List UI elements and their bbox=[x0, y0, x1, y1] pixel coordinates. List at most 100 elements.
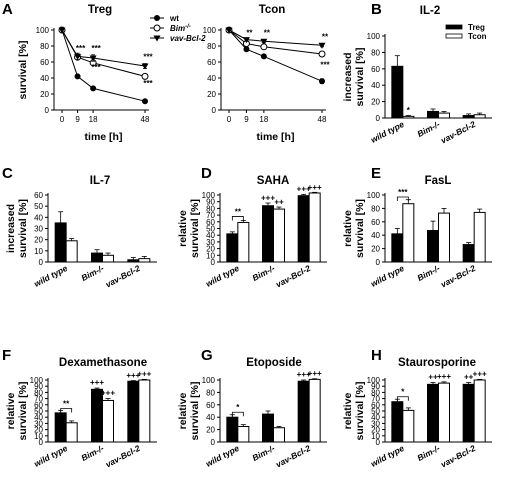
significance-label: +++ bbox=[126, 371, 140, 380]
y-axis-label: survival [%] bbox=[354, 199, 366, 258]
y-tick-label: 10 bbox=[371, 432, 380, 441]
bar bbox=[102, 399, 114, 443]
y-tick-label: 0 bbox=[212, 106, 217, 115]
y-axis-label: relative bbox=[5, 392, 17, 429]
bar bbox=[54, 222, 67, 263]
bar bbox=[262, 205, 274, 263]
data-point bbox=[142, 98, 148, 105]
y-tick-label: 20 bbox=[206, 426, 215, 435]
series-line bbox=[61, 29, 146, 67]
y-tick-label: 40 bbox=[371, 231, 380, 240]
bar bbox=[127, 259, 140, 263]
chart-panel-e: E FasL 0 20 40 60 80 100 relative survival [%]wil… bbox=[342, 165, 492, 290]
y-tick-label: 40 bbox=[206, 413, 215, 422]
y-tick-label: 60 bbox=[40, 58, 49, 67]
significance-label: ** bbox=[246, 29, 253, 38]
bar bbox=[138, 379, 151, 443]
y-tick-label: 80 bbox=[206, 388, 215, 397]
significance-label: +++ bbox=[437, 372, 451, 381]
bar bbox=[65, 422, 78, 443]
data-point bbox=[90, 85, 97, 92]
y-tick-label: 20 bbox=[34, 426, 43, 435]
y-tick-label: 80 bbox=[206, 204, 215, 213]
category-label: vav-Bcl-2 bbox=[439, 443, 477, 470]
chart-title: SAHA bbox=[257, 175, 290, 187]
x-tick-label: 9 bbox=[244, 115, 249, 124]
category-label: wild type bbox=[369, 119, 406, 145]
y-tick-label: 20 bbox=[34, 236, 43, 245]
y-tick-label: 60 bbox=[207, 58, 216, 67]
y-tick-label: 20 bbox=[206, 245, 215, 254]
significance-bracket bbox=[231, 216, 244, 221]
series-line bbox=[61, 29, 146, 102]
panel-label: C bbox=[2, 165, 13, 182]
category-label: vav-Bcl-2 bbox=[104, 263, 142, 290]
y-axis-label: relative bbox=[177, 392, 189, 429]
y-tick-label: 100 bbox=[202, 376, 216, 385]
bar bbox=[262, 413, 274, 443]
data-point bbox=[318, 50, 326, 58]
y-tick-label: 100 bbox=[36, 26, 50, 35]
bar bbox=[462, 383, 475, 443]
bar bbox=[402, 409, 415, 443]
series-line bbox=[61, 29, 146, 77]
y-tick-label: 30 bbox=[206, 238, 215, 247]
y-tick-label: 40 bbox=[34, 213, 43, 222]
y-tick-label: 40 bbox=[207, 74, 216, 83]
significance-label: +++ bbox=[101, 389, 115, 398]
y-axis-label: increased bbox=[5, 204, 17, 253]
data-point bbox=[153, 35, 161, 42]
category-label: Bim-/- bbox=[415, 119, 441, 139]
bar bbox=[402, 203, 415, 263]
significance-label: * bbox=[236, 403, 240, 412]
y-tick-label: 20 bbox=[371, 245, 380, 254]
significance-label: *** bbox=[398, 188, 408, 197]
data-point bbox=[89, 55, 97, 62]
significance-label: *** bbox=[91, 44, 101, 53]
category-label: wild type bbox=[204, 263, 241, 289]
bar bbox=[138, 258, 151, 263]
series-line bbox=[228, 29, 323, 55]
panel-label: B bbox=[371, 1, 382, 18]
y-tick-label: 40 bbox=[40, 74, 49, 83]
y-tick-label: 50 bbox=[206, 225, 215, 234]
bar bbox=[91, 252, 103, 263]
bar bbox=[226, 416, 239, 443]
y-tick-label: 40 bbox=[371, 81, 380, 90]
y-tick-label: 100 bbox=[202, 191, 216, 200]
y-tick-label: 70 bbox=[371, 395, 380, 404]
significance-label: ++ bbox=[428, 373, 438, 382]
y-axis-label: increased bbox=[342, 52, 354, 101]
y-axis-label: survival [%] bbox=[354, 48, 366, 107]
chart-panel-b: B IL-2 0 20 40 60 80 100 increased survival [%]wi… bbox=[342, 1, 492, 146]
significance-label: * bbox=[401, 388, 405, 397]
chart-panel-g: G Etoposide 0 20 40 60 80 100 relative survival [… bbox=[177, 347, 327, 470]
significance-label: *** bbox=[143, 53, 153, 62]
data-point bbox=[74, 53, 82, 60]
x-tick-label: 48 bbox=[318, 115, 327, 124]
data-point bbox=[318, 42, 326, 49]
y-axis-label: survival [%] bbox=[17, 199, 29, 258]
y-tick-label: 0 bbox=[211, 438, 216, 447]
data-point bbox=[242, 37, 250, 44]
y-tick-label: 60 bbox=[34, 401, 43, 410]
y-tick-label: 80 bbox=[371, 204, 380, 213]
bar bbox=[427, 230, 439, 263]
y-tick-label: 0 bbox=[211, 258, 216, 267]
data-point bbox=[260, 38, 268, 45]
y-tick-label: 90 bbox=[371, 382, 380, 391]
significance-label: *** bbox=[143, 79, 153, 88]
chart-title: IL-2 bbox=[420, 5, 440, 17]
x-tick-label: 18 bbox=[89, 115, 98, 124]
y-tick-label: 100 bbox=[367, 376, 381, 385]
y-tick-label: 30 bbox=[371, 419, 380, 428]
bar bbox=[297, 195, 310, 263]
significance-label: ++ bbox=[274, 198, 284, 207]
y-tick-label: 10 bbox=[34, 432, 43, 441]
